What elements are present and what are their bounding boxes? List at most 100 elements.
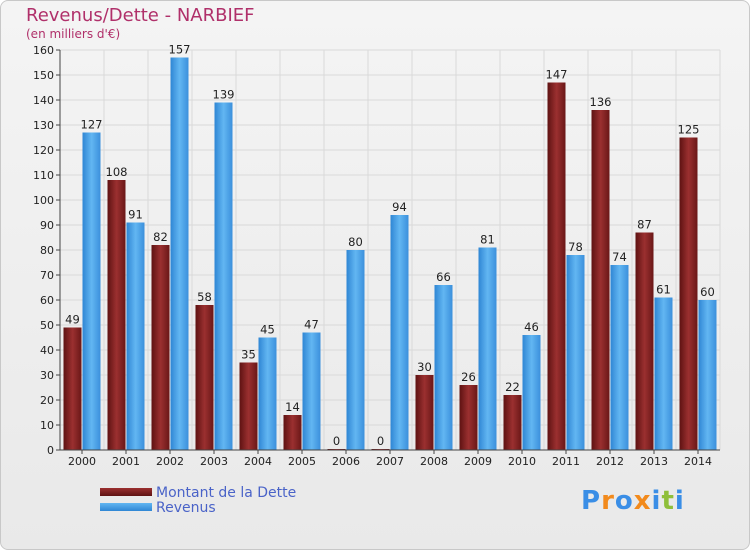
label-debt-2014: 125 — [678, 123, 700, 137]
label-debt-2012: 136 — [590, 95, 612, 109]
label-debt-2004: 35 — [241, 348, 256, 362]
label-revenue-2004: 45 — [260, 323, 275, 337]
bars — [63, 57, 717, 450]
x-tick-label-2001: 2001 — [112, 455, 140, 468]
axes: 0102030405060708090100110120130140150160… — [33, 44, 720, 468]
bar-revenue-2000 — [82, 132, 101, 450]
legend-swatch-debt — [100, 488, 152, 496]
x-tick-label-2008: 2008 — [420, 455, 448, 468]
bar-revenue-2003 — [214, 102, 233, 450]
label-debt-2010: 22 — [505, 380, 520, 394]
y-tick-label: 140 — [33, 94, 54, 107]
label-revenue-2013: 61 — [656, 283, 671, 297]
y-tick-label: 100 — [33, 194, 54, 207]
bar-revenue-2013 — [654, 297, 673, 450]
y-tick-label: 10 — [40, 419, 54, 432]
y-tick-label: 160 — [33, 44, 54, 57]
label-debt-2001: 108 — [106, 165, 128, 179]
bar-debt-2004 — [239, 362, 258, 450]
bar-revenue-2010 — [522, 335, 541, 450]
x-tick-label-2006: 2006 — [332, 455, 360, 468]
x-tick-label-2004: 2004 — [244, 455, 272, 468]
y-tick-label: 60 — [40, 294, 54, 307]
chart-subtitle: (en milliers d'€) — [26, 27, 121, 41]
x-tick-label-2003: 2003 — [200, 455, 228, 468]
bar-debt-2011 — [547, 82, 566, 450]
label-debt-2013: 87 — [637, 218, 652, 232]
label-revenue-2005: 47 — [304, 318, 319, 332]
bar-debt-2014 — [679, 137, 698, 450]
label-debt-2007: 0 — [377, 434, 384, 448]
bar-revenue-2011 — [566, 255, 585, 450]
proxiti-logo: Proxiti — [581, 486, 685, 516]
bar-revenue-2012 — [610, 265, 629, 450]
bar-debt-2008 — [415, 375, 434, 450]
y-tick-label: 120 — [33, 144, 54, 157]
bar-debt-2013 — [635, 232, 654, 450]
y-tick-label: 150 — [33, 69, 54, 82]
x-tick-label-2000: 2000 — [68, 455, 96, 468]
x-tick-label-2010: 2010 — [508, 455, 536, 468]
label-debt-2011: 147 — [546, 68, 568, 82]
bar-debt-2002 — [151, 245, 170, 450]
bar-debt-2012 — [591, 110, 610, 450]
bar-debt-2009 — [459, 385, 478, 450]
bar-revenue-2005 — [302, 332, 321, 450]
x-tick-label-2012: 2012 — [596, 455, 624, 468]
label-revenue-2001: 91 — [128, 208, 143, 222]
x-tick-label-2009: 2009 — [464, 455, 492, 468]
legend-swatches — [100, 488, 152, 511]
label-debt-2006: 0 — [333, 434, 340, 448]
bar-revenue-2014 — [698, 300, 717, 450]
bar-revenue-2001 — [126, 222, 145, 450]
y-tick-label: 90 — [40, 219, 54, 232]
y-tick-label: 40 — [40, 344, 54, 357]
bar-revenue-2009 — [478, 247, 497, 450]
label-revenue-2007: 94 — [392, 200, 407, 214]
label-debt-2003: 58 — [197, 290, 212, 304]
x-tick-label-2002: 2002 — [156, 455, 184, 468]
y-tick-label: 20 — [40, 394, 54, 407]
label-debt-2009: 26 — [461, 370, 476, 384]
x-tick-label-2014: 2014 — [684, 455, 712, 468]
label-revenue-2002: 157 — [169, 43, 191, 57]
label-revenue-2012: 74 — [612, 250, 627, 264]
y-tick-label: 30 — [40, 369, 54, 382]
y-tick-label: 0 — [47, 444, 54, 457]
label-revenue-2014: 60 — [700, 285, 715, 299]
y-tick-label: 110 — [33, 169, 54, 182]
label-debt-2000: 49 — [65, 313, 80, 327]
y-tick-label: 130 — [33, 119, 54, 132]
label-debt-2005: 14 — [285, 400, 300, 414]
bar-debt-2001 — [107, 180, 126, 450]
label-revenue-2000: 127 — [81, 118, 103, 132]
data-labels: 49 127 108 91 82 157 58 139 35 45 14 47 0 80 0 94 30 66 26… — [65, 43, 715, 449]
label-revenue-2006: 80 — [348, 235, 363, 249]
legend-swatch-revenue — [100, 503, 152, 511]
label-revenue-2009: 81 — [480, 233, 495, 247]
bar-revenue-2008 — [434, 285, 453, 450]
label-debt-2002: 82 — [153, 230, 168, 244]
bar-revenue-2007 — [390, 215, 409, 450]
x-tick-label-2011: 2011 — [552, 455, 580, 468]
x-tick-label-2005: 2005 — [288, 455, 316, 468]
grid — [59, 49, 721, 451]
label-debt-2008: 30 — [417, 360, 432, 374]
bar-debt-2005 — [283, 415, 302, 450]
x-tick-label-2013: 2013 — [640, 455, 668, 468]
legend-label-debt: Montant de la Dette — [156, 485, 297, 501]
label-revenue-2003: 139 — [213, 88, 235, 102]
bar-debt-2000 — [63, 327, 82, 450]
bar-revenue-2004 — [258, 337, 277, 450]
y-tick-label: 70 — [40, 269, 54, 282]
chart-title: Revenus/Dette - NARBIEF — [26, 5, 255, 26]
label-revenue-2008: 66 — [436, 270, 451, 284]
bar-revenue-2002 — [170, 57, 189, 450]
legend-label-revenue: Revenus — [156, 500, 216, 516]
bar-debt-2010 — [503, 395, 522, 450]
bar-debt-2003 — [195, 305, 214, 450]
y-tick-label: 80 — [40, 244, 54, 257]
x-tick-label-2007: 2007 — [376, 455, 404, 468]
bar-revenue-2006 — [346, 250, 365, 450]
